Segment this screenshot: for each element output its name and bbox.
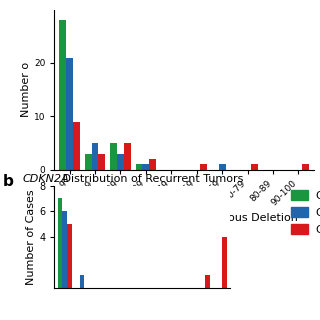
- Bar: [110, 143, 117, 170]
- Bar: [124, 143, 131, 170]
- Bar: [99, 154, 105, 170]
- Text: b: b: [3, 174, 14, 189]
- Bar: [200, 164, 207, 170]
- X-axis label: Percent Cells With Homozygous Deletion: Percent Cells With Homozygous Deletion: [71, 213, 297, 223]
- Bar: [59, 20, 66, 170]
- Bar: [117, 154, 124, 170]
- Bar: [219, 164, 226, 170]
- Bar: [222, 237, 227, 288]
- Y-axis label: Number o: Number o: [21, 62, 31, 117]
- Bar: [149, 159, 156, 170]
- Text: Distribution of Recurrent Tumors: Distribution of Recurrent Tumors: [59, 174, 244, 184]
- Bar: [92, 143, 99, 170]
- Bar: [67, 224, 72, 288]
- Bar: [85, 154, 92, 170]
- Text: CDKN2A: CDKN2A: [22, 174, 69, 184]
- Bar: [73, 122, 80, 170]
- Bar: [251, 164, 258, 170]
- Y-axis label: Number of Cases: Number of Cases: [27, 189, 36, 284]
- Bar: [62, 211, 67, 288]
- Bar: [142, 164, 149, 170]
- Bar: [302, 164, 309, 170]
- Legend: Grade 2, Grade 3, Grade 4: Grade 2, Grade 3, Grade 4: [286, 186, 320, 239]
- Bar: [80, 275, 84, 288]
- Bar: [136, 164, 142, 170]
- Bar: [66, 58, 73, 170]
- Bar: [205, 275, 210, 288]
- Bar: [58, 198, 62, 288]
